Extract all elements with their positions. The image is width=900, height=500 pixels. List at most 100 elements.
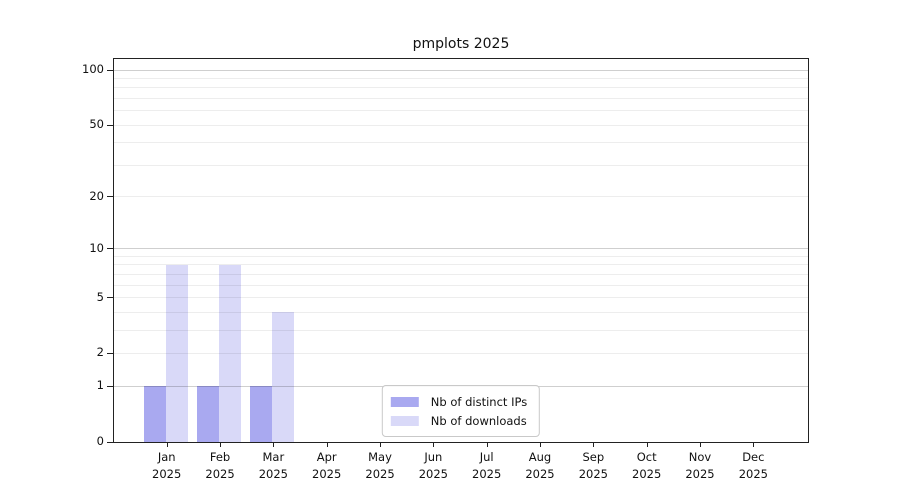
x-year-label: 2025 [205,467,235,481]
x-month-label: Jan 2025 [135,449,199,483]
x-month-label: Jul 2025 [455,449,519,483]
x-tick [326,442,328,447]
x-month-name: Feb [209,450,231,464]
x-month-name: Sep [582,450,605,464]
legend: Nb of distinct IPs Nb of downloads [381,385,541,437]
x-month-label: Nov 2025 [668,449,732,483]
x-year-label: 2025 [365,467,395,481]
y-tick [107,385,113,387]
x-month-name: Jun [424,450,443,464]
y-tick-label: 100 [82,62,104,76]
grid-layer [114,59,808,442]
x-year-label: 2025 [472,467,502,481]
x-month-label: Apr 2025 [295,449,359,483]
x-tick [646,442,648,447]
gridline-minor [114,164,808,166]
legend-swatch-downloads [390,415,419,426]
x-tick [753,442,755,447]
bar-distinct-ips [250,386,273,442]
gridline-minor [114,77,808,79]
gridline-minor [114,196,808,198]
x-month-name: Jul [479,450,494,464]
y-tick-label: 5 [96,289,104,304]
legend-item-distinct-ips: Nb of distinct IPs [390,392,528,411]
y-tick [107,441,113,443]
x-tick [273,442,275,447]
x-month-name: Jan [157,450,176,464]
gridline-minor [114,264,808,266]
ticks-layer [107,59,808,447]
x-month-name: Apr [316,450,337,464]
x-month-label: Aug 2025 [508,449,572,483]
y-tick [107,124,113,126]
gridline-minor [114,97,808,99]
x-month-label: Sep 2025 [561,449,625,483]
gridline-minor [114,124,808,126]
gridline-minor [114,311,808,313]
y-tick [107,297,113,299]
gridline-minor [114,142,808,144]
x-month-name: Aug [528,450,552,464]
y-tick [107,248,113,250]
gridline-minor [114,352,808,354]
x-tick [700,442,701,447]
y-tick [107,196,113,198]
y-tick-label: 10 [89,240,104,255]
gridline-minor [114,284,808,286]
x-year-label: 2025 [685,467,715,481]
gridline-minor [114,297,808,299]
gridline-major [114,248,808,250]
x-year-label: 2025 [258,467,288,481]
x-month-label: May 2025 [348,449,412,483]
plot-area: Nb of distinct IPs Nb of downloads [107,58,809,447]
x-tick [540,442,541,447]
x-tick [593,442,595,447]
gridline-minor [114,87,808,89]
y-tick-label: 20 [89,188,104,203]
x-month-name: Oct [636,450,657,464]
x-month-name: Dec [742,450,765,464]
bar-downloads [219,264,242,442]
y-tick [107,69,113,71]
x-tick [433,442,435,447]
y-tick-label: 50 [89,117,104,132]
gridline-major [114,69,808,71]
x-tick [380,442,382,447]
x-month-label: Dec 2025 [721,449,785,483]
x-month-label: Jun 2025 [401,449,465,483]
chart-title: pmplots 2025 [412,36,510,52]
y-tick [107,352,113,354]
legend-label-downloads: Nb of downloads [430,413,527,428]
bar-downloads [165,264,188,442]
x-year-label: 2025 [632,467,662,481]
x-month-name: Nov [688,450,712,464]
bar-downloads [272,312,295,442]
gridline-minor [114,255,808,257]
x-month-label: Oct 2025 [615,449,679,483]
bars-layer [114,59,808,442]
x-tick [220,442,222,447]
bar-distinct-ips [197,386,220,442]
x-month-label: Feb 2025 [188,449,252,483]
legend-swatch-distinct-ips [390,396,419,407]
x-tick [166,442,168,447]
x-year-label: 2025 [525,467,555,481]
y-tick-label: 1 [96,378,104,393]
x-year-label: 2025 [312,467,342,481]
x-month-name: May [368,450,392,464]
legend-item-downloads: Nb of downloads [390,411,527,430]
bar-distinct-ips [143,386,166,442]
x-year-label: 2025 [418,467,448,481]
y-tick-label: 0 [96,434,104,448]
legend-label-distinct-ips: Nb of distinct IPs [430,394,528,409]
x-year-label: 2025 [152,467,182,481]
gridline-minor [114,110,808,112]
x-year-label: 2025 [738,467,768,481]
x-year-label: 2025 [578,467,608,481]
gridline-minor [114,273,808,275]
x-month-name: Mar [262,450,285,464]
y-tick-label: 2 [96,345,104,360]
x-month-label: Mar 2025 [241,449,305,483]
gridline-minor [114,329,808,331]
